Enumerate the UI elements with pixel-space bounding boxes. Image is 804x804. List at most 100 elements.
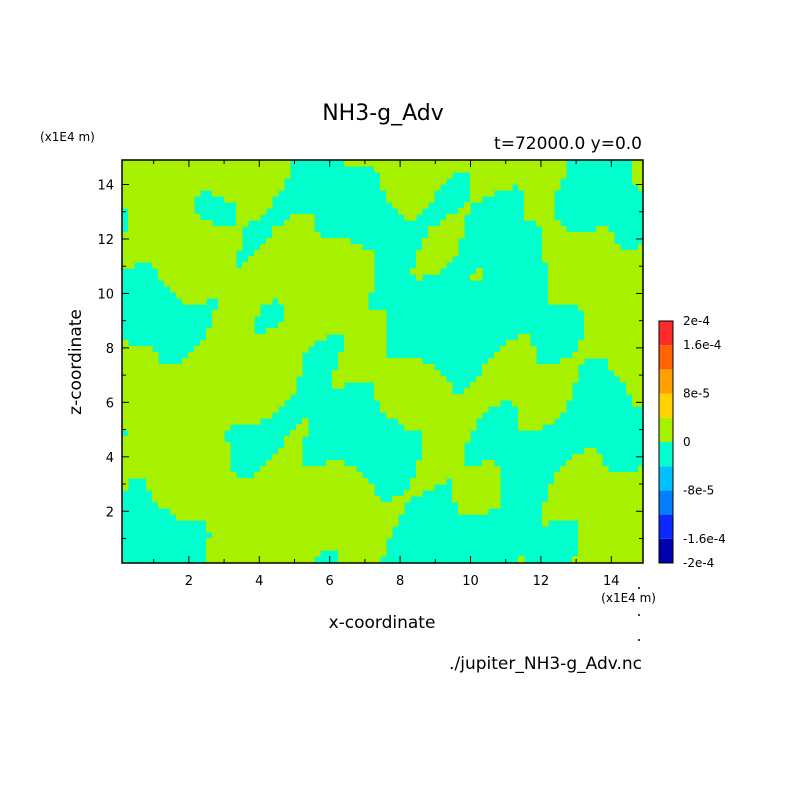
field-cell-positive [176, 274, 183, 281]
field-cell-positive [260, 388, 267, 395]
field-cell-positive [332, 496, 339, 503]
field-cell-positive [176, 382, 183, 389]
field-cell-positive [512, 382, 519, 389]
field-cell-positive [230, 472, 237, 479]
field-cell-positive [428, 442, 435, 449]
field-cell-positive [278, 538, 285, 545]
field-cell-positive [236, 508, 243, 515]
field-cell-positive [242, 508, 249, 515]
field-cell-positive [188, 364, 195, 371]
field-cell-positive [560, 394, 567, 401]
field-cell-positive [254, 340, 261, 347]
field-cell-positive [128, 388, 135, 395]
field-cell-positive [188, 190, 195, 197]
field-cell-positive [218, 334, 225, 341]
field-cell-positive [170, 436, 177, 443]
field-cell-positive [212, 238, 219, 245]
field-cell-positive [620, 262, 627, 269]
field-cell-positive [278, 370, 285, 377]
field-cell-positive [200, 514, 207, 521]
field-cell-positive [248, 370, 255, 377]
field-cell-positive [524, 394, 531, 401]
field-cell-positive [260, 508, 267, 515]
field-cell-positive [344, 496, 351, 503]
field-cell-positive [290, 490, 297, 497]
field-cell-positive [200, 178, 207, 185]
field-cell-positive [422, 364, 429, 371]
field-cell-positive [146, 394, 153, 401]
field-cell-positive [488, 394, 495, 401]
field-cell-positive [194, 250, 201, 257]
field-cell-positive [296, 424, 303, 431]
field-cell-positive [566, 262, 573, 269]
field-cell-positive [152, 466, 159, 473]
field-cell-positive [470, 172, 477, 179]
field-cell-positive [206, 268, 213, 275]
field-cell-positive [260, 382, 267, 389]
field-cell-positive [470, 424, 477, 431]
field-cell-positive [248, 526, 255, 533]
field-cell-positive [548, 388, 555, 395]
field-cell-positive [404, 418, 411, 425]
field-cell-positive [284, 550, 291, 557]
field-cell-positive [584, 238, 591, 245]
field-cell-positive [314, 508, 321, 515]
field-cell-positive [608, 478, 615, 485]
field-cell-positive [314, 514, 321, 521]
field-cell-positive [224, 400, 231, 407]
field-cell-positive [260, 532, 267, 539]
field-cell-positive [188, 406, 195, 413]
field-cell-positive [614, 286, 621, 293]
field-cell-positive [308, 544, 315, 551]
field-cell-positive [296, 436, 303, 443]
field-cell-positive [428, 484, 435, 491]
field-cell-positive [194, 376, 201, 383]
field-cell-positive [170, 196, 177, 203]
field-cell-positive [152, 238, 159, 245]
field-cell-positive [494, 364, 501, 371]
field-cell-positive [212, 382, 219, 389]
field-cell-positive [566, 286, 573, 293]
field-cell-positive [320, 280, 327, 287]
field-cell-positive [626, 340, 633, 347]
field-cell-positive [428, 196, 435, 203]
field-cell-positive [212, 232, 219, 239]
field-cell-positive [638, 172, 643, 179]
field-cell-positive [626, 292, 633, 299]
field-cell-positive [164, 406, 171, 413]
field-cell-positive [548, 286, 555, 293]
field-cell-positive [560, 370, 567, 377]
field-cell-positive [614, 352, 621, 359]
field-cell-positive [356, 508, 363, 515]
field-cell-positive [548, 238, 555, 245]
field-cell-positive [554, 280, 561, 287]
field-cell-positive [428, 250, 435, 257]
field-cell-positive [170, 400, 177, 407]
field-cell-positive [248, 274, 255, 281]
field-cell-positive [608, 232, 615, 239]
field-cell-positive [482, 382, 489, 389]
field-cell-positive [596, 250, 603, 257]
field-cell-positive [248, 364, 255, 371]
field-cell-positive [362, 490, 369, 497]
field-cell-positive [308, 526, 315, 533]
field-cell-positive [128, 262, 135, 269]
field-cell-positive [230, 508, 237, 515]
field-cell-positive [188, 268, 195, 275]
field-cell-positive [206, 406, 213, 413]
field-cell-positive [248, 328, 255, 335]
field-cell-positive [362, 538, 369, 545]
field-cell-positive [464, 430, 471, 437]
field-cell-positive [188, 178, 195, 185]
field-cell-positive [230, 184, 237, 191]
field-cell-positive [254, 358, 261, 365]
field-cell-positive [176, 436, 183, 443]
field-cell-positive [362, 532, 369, 539]
field-cell-positive [272, 178, 279, 185]
field-cell-positive [248, 178, 255, 185]
field-cell-positive [170, 244, 177, 251]
field-cell-positive [440, 472, 447, 479]
field-cell-positive [374, 358, 381, 365]
field-cell-positive [596, 268, 603, 275]
field-cell-positive [554, 286, 561, 293]
